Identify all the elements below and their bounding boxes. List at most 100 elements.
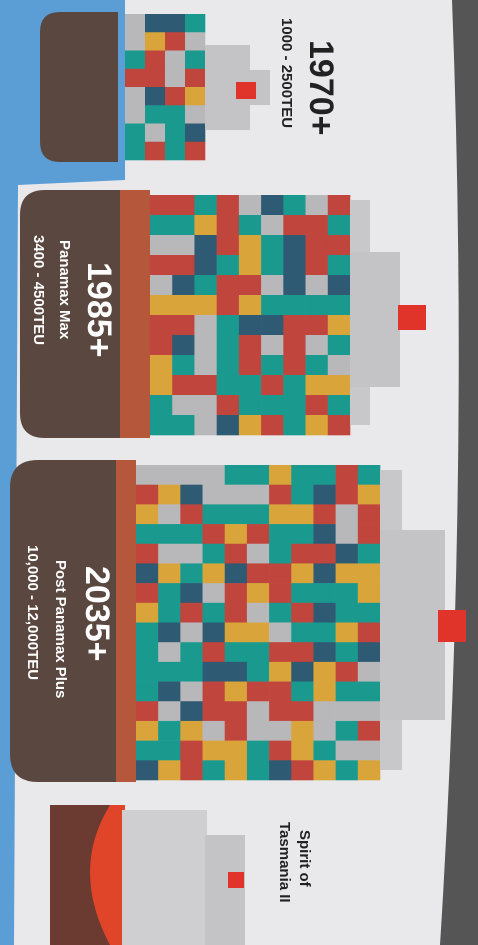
container <box>239 275 262 295</box>
container <box>336 603 358 623</box>
container <box>158 721 180 741</box>
container <box>313 504 335 524</box>
container <box>328 335 351 355</box>
container <box>185 124 205 143</box>
container <box>283 215 306 235</box>
container <box>145 105 165 124</box>
container <box>269 682 291 702</box>
container <box>136 701 158 721</box>
ship-class: Post Panamax Plus <box>52 560 69 698</box>
container <box>225 563 247 583</box>
funnel <box>438 610 466 642</box>
container <box>306 355 329 375</box>
container <box>203 623 225 643</box>
container <box>136 741 158 761</box>
container <box>291 485 313 505</box>
container <box>165 69 185 88</box>
container <box>328 415 351 435</box>
container <box>158 563 180 583</box>
container <box>247 760 269 780</box>
container <box>358 741 380 761</box>
container <box>269 662 291 682</box>
container <box>125 142 145 161</box>
container <box>180 623 202 643</box>
container <box>328 315 351 335</box>
container <box>217 275 240 295</box>
container <box>283 195 306 215</box>
container <box>180 485 202 505</box>
container <box>185 142 205 161</box>
container <box>239 335 262 355</box>
container <box>172 375 195 395</box>
container <box>172 395 195 415</box>
container <box>145 14 165 33</box>
container <box>306 415 329 435</box>
container <box>125 124 145 143</box>
container <box>165 105 185 124</box>
container <box>225 504 247 524</box>
container <box>269 465 291 485</box>
container <box>269 701 291 721</box>
container <box>306 335 329 355</box>
container <box>313 563 335 583</box>
container <box>194 355 217 375</box>
container <box>180 682 202 702</box>
ship-year: 1985+ <box>80 262 118 358</box>
ferry-name: Spirit of <box>296 830 313 888</box>
container <box>291 701 313 721</box>
container <box>328 375 351 395</box>
container <box>247 583 269 603</box>
container <box>306 375 329 395</box>
container <box>225 485 247 505</box>
container <box>283 415 306 435</box>
container <box>158 760 180 780</box>
container <box>225 524 247 544</box>
container <box>158 465 180 485</box>
container <box>203 504 225 524</box>
container <box>136 603 158 623</box>
container <box>358 721 380 741</box>
container <box>336 485 358 505</box>
container <box>203 741 225 761</box>
container <box>125 87 145 106</box>
container <box>158 642 180 662</box>
container <box>217 415 240 435</box>
container <box>225 760 247 780</box>
container <box>328 215 351 235</box>
containers <box>150 195 350 435</box>
container <box>158 583 180 603</box>
container <box>269 741 291 761</box>
container <box>225 544 247 564</box>
container <box>136 682 158 702</box>
container <box>165 124 185 143</box>
container <box>291 642 313 662</box>
container <box>203 603 225 623</box>
container <box>261 375 284 395</box>
container <box>336 682 358 702</box>
container <box>336 563 358 583</box>
container <box>194 215 217 235</box>
container <box>291 544 313 564</box>
container <box>194 295 217 315</box>
container <box>239 195 262 215</box>
container <box>269 485 291 505</box>
container <box>180 642 202 662</box>
infographic: 1970+ 1000 - 2500TEU 1985+ Panamax Max 3… <box>0 0 478 945</box>
container <box>194 395 217 415</box>
container <box>203 760 225 780</box>
container <box>239 235 262 255</box>
container <box>239 255 262 275</box>
container <box>283 235 306 255</box>
container <box>291 465 313 485</box>
container <box>313 760 335 780</box>
container <box>158 544 180 564</box>
container <box>172 255 195 275</box>
container <box>225 603 247 623</box>
ferry-name: Tasmania II <box>276 822 293 903</box>
container <box>261 195 284 215</box>
container <box>247 721 269 741</box>
container <box>180 465 202 485</box>
container <box>225 623 247 643</box>
container <box>172 195 195 215</box>
container <box>261 295 284 315</box>
